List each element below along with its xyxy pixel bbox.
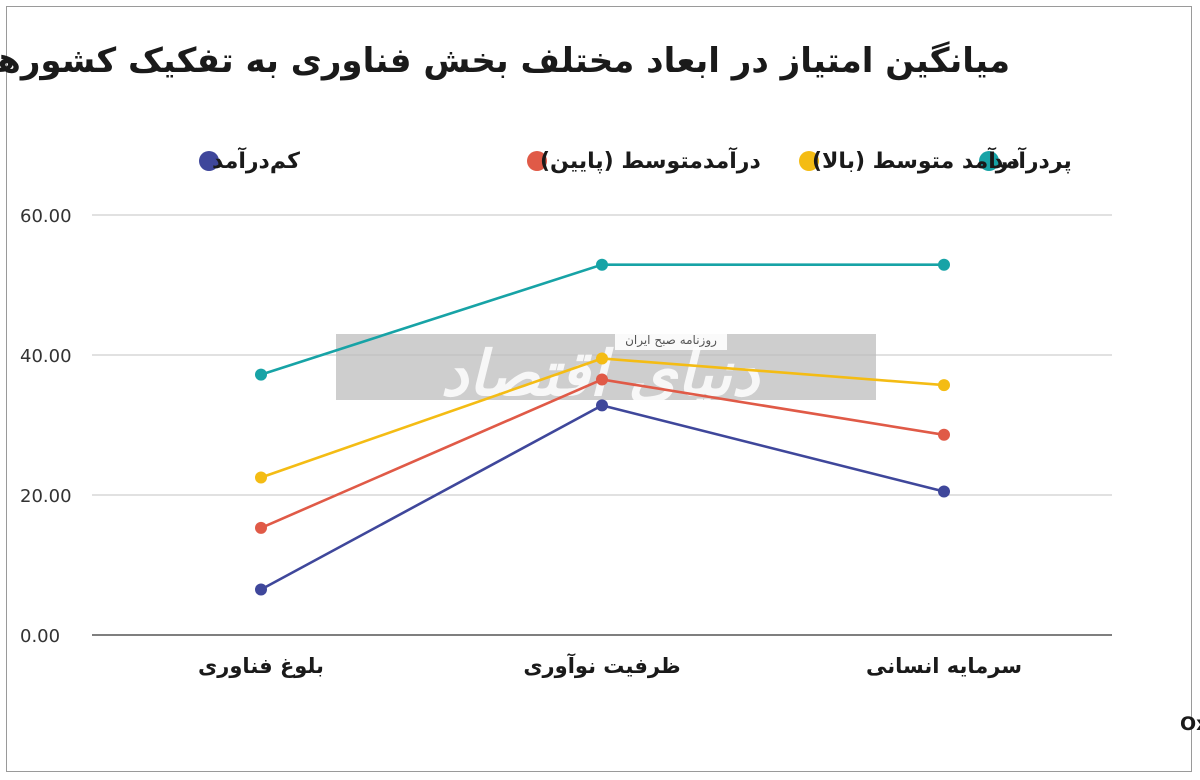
legend-item: پردرآمد (979, 146, 1072, 174)
x-category-label: ظرفیت نوآوری (523, 653, 680, 678)
data-point (255, 368, 267, 381)
y-axis-ticks: 0.00 20.00 40.00 60.00 (20, 206, 72, 647)
watermark-sub-text: روزنامه صبح ایران (625, 333, 717, 348)
series-lines (255, 258, 950, 596)
series-2 (255, 373, 950, 534)
data-point (255, 471, 267, 484)
legend-label: پردرآمد (992, 146, 1072, 174)
legend-marker (979, 151, 999, 171)
y-tick-label: 40.00 (20, 346, 72, 367)
series-line (260, 404, 945, 591)
grid-lines (92, 214, 1112, 636)
legend-marker (527, 151, 547, 171)
legend-marker (199, 151, 219, 171)
x-category-label: بلوغ فناوری (198, 654, 324, 678)
legend-item: درآمد متوسط (بالا) (799, 146, 1020, 174)
data-point (938, 485, 950, 498)
legend-item: کم‌درآمد (199, 146, 300, 174)
data-point (255, 583, 267, 596)
data-point (596, 373, 608, 386)
legend-item: درآمدمتوسط (پایین) (527, 146, 761, 174)
data-point (596, 258, 608, 271)
series-1 (255, 352, 950, 484)
data-point (938, 428, 950, 441)
data-point (596, 399, 608, 412)
legend-marker (799, 151, 819, 171)
chart-title: میانگین امتیاز در ابعاد مختلف بخش فناوری… (0, 41, 1010, 81)
legend-label: درآمد متوسط (بالا) (812, 146, 1020, 174)
data-point (938, 258, 950, 271)
legend-label: کم‌درآمد (212, 146, 300, 174)
x-category-label: سرمایه انسانی (866, 654, 1022, 678)
watermark-band (336, 334, 876, 400)
data-point (596, 352, 608, 365)
y-tick-label: 20.00 (20, 486, 72, 507)
y-tick-label: 60.00 (20, 206, 72, 227)
watermark-sub-box (615, 328, 727, 350)
watermark: روزنامه صبح ایران دنیای اقتصاد (336, 328, 876, 410)
data-point (938, 379, 950, 392)
y-tick-label: 0.00 (20, 626, 60, 647)
series-0 (255, 258, 950, 381)
source-note: منبع: Oxford Government AI Readiness Ind… (1180, 713, 1200, 735)
x-axis-categories: بلوغ فناوری ظرفیت نوآوری سرمایه انسانی (198, 653, 1022, 678)
legend-label: درآمدمتوسط (پایین) (540, 146, 761, 174)
series-3 (255, 399, 950, 596)
data-point (255, 521, 267, 534)
